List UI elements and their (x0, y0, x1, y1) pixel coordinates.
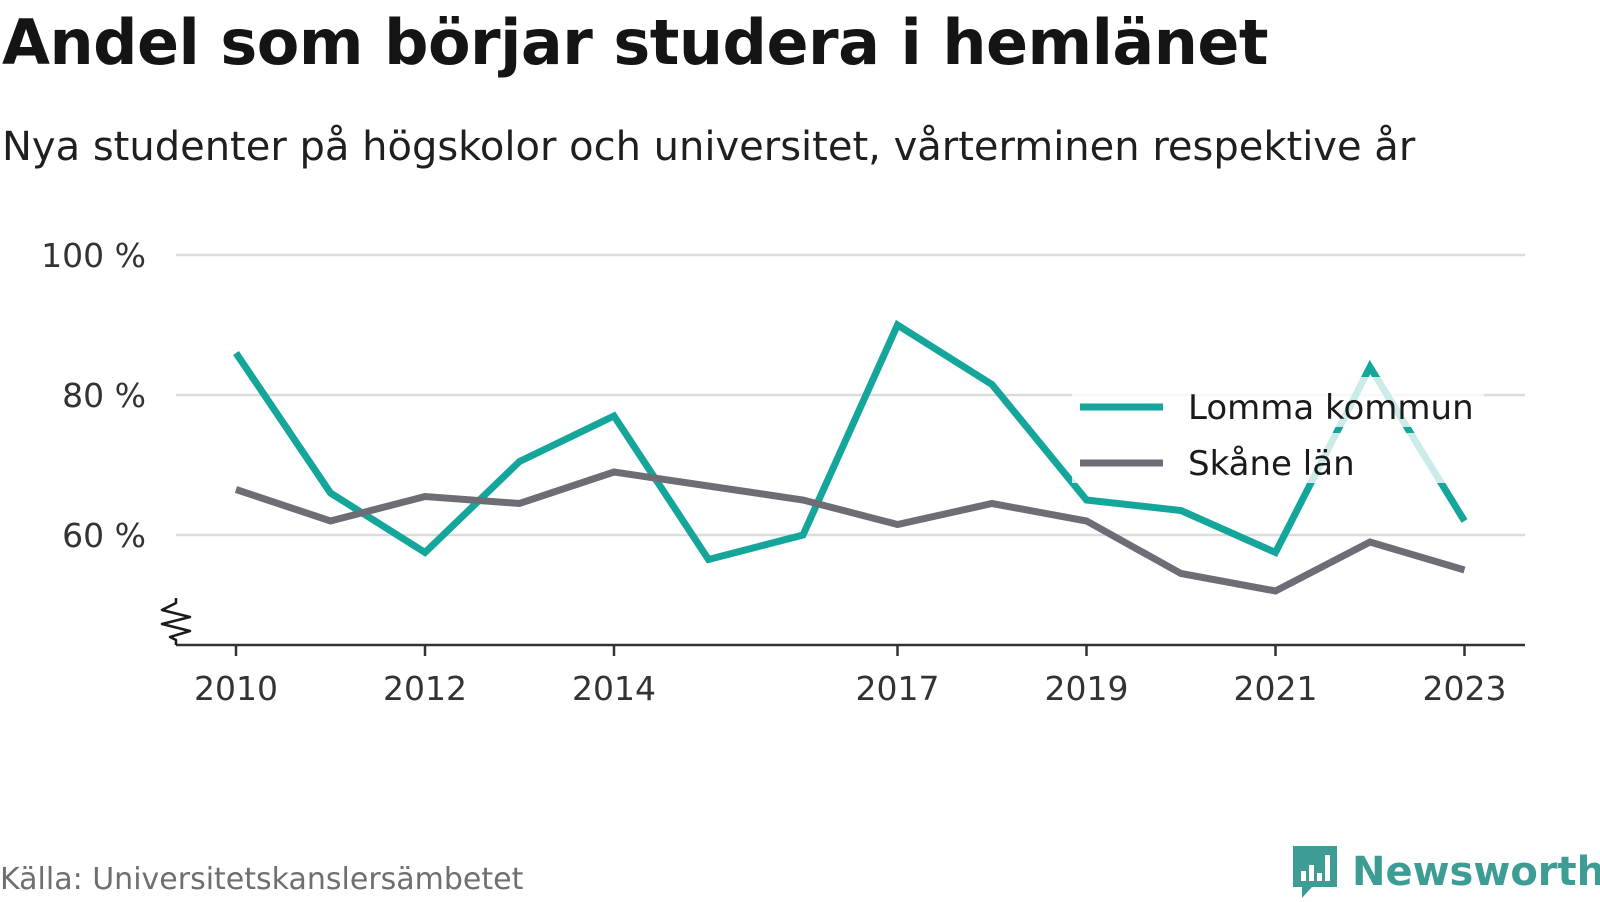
axis-break-icon (160, 598, 192, 645)
series-line-2 (234, 468, 1466, 595)
bar-chart-speech-bubble-icon (1293, 846, 1337, 898)
x-tick-label: 2019 (1045, 669, 1129, 708)
y-tick-label: 60 % (62, 516, 146, 555)
chart-title: Andel som börjar studera i hemlänet (2, 6, 1269, 79)
x-tick-label: 2023 (1423, 669, 1507, 708)
y-tick-label: 100 % (41, 236, 146, 275)
chart-subtitle: Nya studenter på högskolor och universit… (2, 124, 1416, 170)
axes: 60 % 80 % 100 % 2010 2012 2014 2017 2019 2021 202… (41, 236, 1525, 708)
legend-backdrop (1072, 433, 1484, 483)
legend-label: Lomma kommun (1188, 388, 1474, 428)
x-tick-label: 2010 (194, 669, 278, 708)
legend-backdrop (1072, 377, 1484, 427)
series-lines (233, 319, 1468, 595)
brand-name: Newsworthy (1352, 849, 1600, 895)
brand-logo: Newsworthy (1290, 842, 1600, 902)
source-note: Källa: Universitetskanslersämbetet (0, 862, 524, 897)
series-line-1 (233, 319, 1468, 564)
line-chart: 60 % 80 % 100 % 2010 2012 2014 2017 2019 2021 202… (41, 236, 1525, 708)
x-tick-label: 2017 (856, 669, 940, 708)
x-tick-label: 2014 (572, 669, 656, 708)
x-tick-label: 2012 (383, 669, 467, 708)
legend-label: Skåne län (1188, 444, 1355, 484)
legend: Lomma kommun Skåne län (1072, 377, 1484, 484)
y-tick-label: 80 % (62, 376, 146, 415)
legend-item: Lomma kommun (1072, 377, 1484, 428)
legend-item: Skåne län (1072, 433, 1484, 484)
x-tick-label: 2021 (1234, 669, 1318, 708)
